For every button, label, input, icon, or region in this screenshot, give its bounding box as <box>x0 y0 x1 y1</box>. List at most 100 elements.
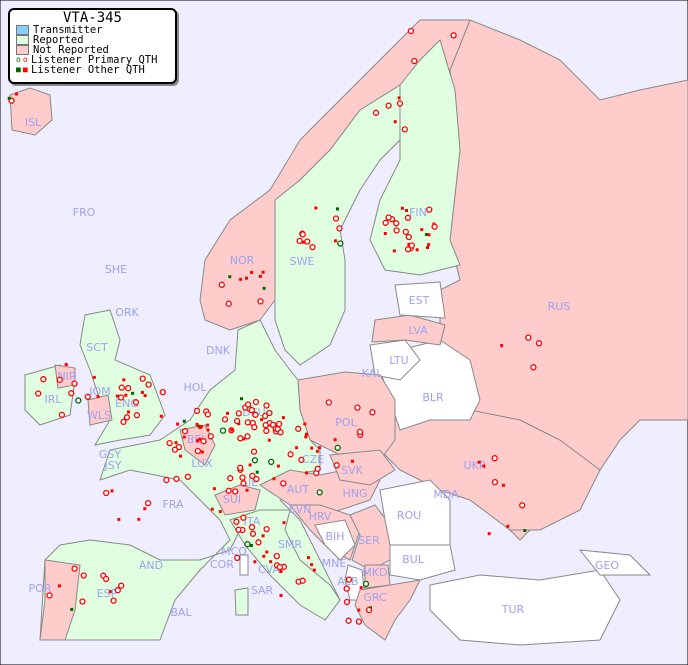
legend-label: Not Reported <box>33 44 109 56</box>
listener-primary-marker <box>525 334 532 341</box>
listener-other-marker <box>96 395 100 399</box>
legend-label: Listener Other QTH <box>31 64 145 76</box>
listener-other-marker <box>282 521 286 525</box>
listener-other-marker <box>108 590 112 594</box>
listener-primary-marker <box>244 401 252 408</box>
listener-primary-marker <box>450 32 457 39</box>
country-label-sct: SCT <box>86 341 108 354</box>
listener-primary-marker <box>46 592 53 599</box>
listener-primary-marker <box>139 375 146 382</box>
listener-primary-marker <box>385 102 392 109</box>
listener-other-marker <box>198 437 202 441</box>
listener-other-marker <box>397 96 401 100</box>
legend-reported: Reported <box>10 35 175 45</box>
listener-primary-marker <box>219 427 227 434</box>
listener-primary-marker <box>194 447 202 455</box>
listener-primary-marker <box>309 243 316 251</box>
listener-primary-marker <box>233 518 240 525</box>
country-label-geo: GEO <box>595 559 619 572</box>
listener-primary-marker <box>35 390 42 397</box>
listener-primary-marker <box>184 473 192 480</box>
listener-primary-marker <box>266 409 273 417</box>
listener-primary-marker <box>405 233 412 241</box>
region-geo <box>578 549 652 576</box>
listener-primary-marker <box>408 242 415 249</box>
listener-other-marker <box>206 423 210 427</box>
listener-other-marker <box>260 418 264 422</box>
listener-other-marker <box>245 276 248 280</box>
listener-other-marker <box>310 446 314 450</box>
listener-primary-marker <box>280 480 287 487</box>
listener-other-marker <box>336 207 339 211</box>
transmitter-swatch <box>16 25 29 35</box>
listener-primary-marker <box>250 448 258 455</box>
listener-primary-marker <box>123 414 131 421</box>
listener-other-marker <box>159 414 163 418</box>
listener-primary-marker <box>207 433 214 440</box>
country-label-nor: NOR <box>230 254 255 267</box>
listener-primary-marker <box>133 412 141 419</box>
country-label-ukr: UKR <box>464 459 487 472</box>
listener-primary-marker <box>252 398 260 406</box>
listener-other-marker <box>307 556 310 560</box>
listener-primary-marker <box>163 476 170 484</box>
country-label-jsy: JSY <box>104 459 122 472</box>
listener-other-marker <box>269 560 273 564</box>
listener-primary-marker <box>298 456 305 464</box>
listener-primary-marker <box>337 240 344 247</box>
not-reported-swatch <box>16 45 29 55</box>
region-tur <box>429 569 621 646</box>
listener-other-marker <box>122 378 126 382</box>
listener-primary-marker <box>71 380 78 387</box>
listener-primary-marker <box>401 126 408 133</box>
country-label-bal: BAL <box>170 606 192 619</box>
country-label-hng: HNG <box>342 487 367 500</box>
listener-other-marker <box>393 120 397 124</box>
listener-primary-marker <box>145 381 152 388</box>
listener-other-marker <box>137 517 141 521</box>
listener-other-marker <box>482 464 486 468</box>
listener-other-marker <box>305 432 308 436</box>
listener-other-marker <box>265 550 269 554</box>
country-label-hol: HOL <box>183 381 207 394</box>
country-label-rus: RUS <box>548 300 571 313</box>
listener-primary-marker <box>204 411 212 418</box>
listener-primary-marker <box>117 394 125 401</box>
listener-other-marker <box>477 460 481 464</box>
listener-primary-marker <box>249 530 257 537</box>
region-bih <box>314 519 356 561</box>
listener-other-marker <box>415 248 419 252</box>
listener-primary-marker <box>80 572 87 579</box>
legend: VTA-345 Transmitter Reported Not Reporte… <box>8 8 177 84</box>
listener-other-marker <box>198 426 202 429</box>
listener-other-marker <box>501 483 505 487</box>
listener-primary-marker <box>334 444 341 451</box>
listener-primary-marker <box>239 474 246 481</box>
listener-primary-marker <box>354 404 361 411</box>
listener-primary-marker <box>244 541 251 548</box>
listener-other-marker <box>357 608 361 612</box>
country-label-ser: SER <box>358 534 380 547</box>
listener-primary-marker <box>343 585 350 592</box>
country-label-ltu: LTU <box>389 354 408 367</box>
listener-primary-marker <box>404 246 412 253</box>
listener-other-marker <box>124 393 128 397</box>
listener-other-marker <box>110 489 114 493</box>
country-labels: ISLFROSHEORKSCTNIRIRLIOMENGWLSGSYJSYHOLB… <box>25 116 620 619</box>
listener-other-marker <box>314 206 318 210</box>
listener-other-marker <box>237 422 241 426</box>
listener-primary-marker <box>261 412 269 420</box>
listener-primary-marker <box>251 424 258 431</box>
listener-other-marker <box>262 554 266 558</box>
listener-other-marker <box>143 394 147 398</box>
listener-other-marker <box>228 275 232 279</box>
listener-primary-marker <box>491 478 499 486</box>
listener-primary-marker <box>166 439 173 447</box>
listener-other-marker <box>253 560 257 564</box>
listener-primary-marker <box>120 418 127 426</box>
listener-other-marker <box>179 454 182 458</box>
listener-other-marker <box>262 286 266 290</box>
country-label-fro: FRO <box>73 206 96 219</box>
region-ukr <box>379 409 601 531</box>
